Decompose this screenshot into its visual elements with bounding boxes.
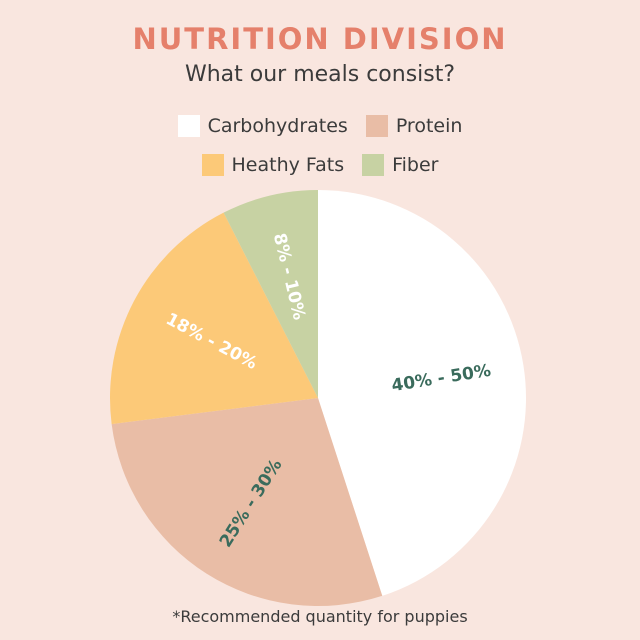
legend-swatch-carbohydrates xyxy=(177,115,200,137)
legend-label-protein: Protein xyxy=(395,115,463,137)
legend-item-fiber: Fiber xyxy=(362,154,438,176)
legend-swatch-healthy-fats xyxy=(201,154,224,176)
footnote: *Recommended quantity for puppies xyxy=(172,607,468,626)
pie-slice-protein xyxy=(111,398,383,606)
legend-label-fiber: Fiber xyxy=(392,154,439,176)
legend-row-2: Heathy Fats Fiber xyxy=(0,154,640,176)
legend-swatch-protein xyxy=(365,115,388,137)
chart-subtitle: What our meals consist? xyxy=(184,62,456,87)
legend-row-1: Carbohydrates Protein xyxy=(0,115,640,137)
legend-swatch-fiber xyxy=(362,154,385,176)
legend-item-protein: Protein xyxy=(365,115,463,137)
pie-slice-healthy-fats xyxy=(110,212,318,425)
pie-slice-carbohydrates xyxy=(318,190,527,596)
chart-title: NUTRITION DIVISION xyxy=(132,22,508,56)
legend-item-healthy-fats: Heathy Fats xyxy=(201,154,345,176)
legend-label-healthy-fats: Heathy Fats xyxy=(231,154,345,176)
pie-slice-fiber xyxy=(223,190,318,398)
legend-item-carbohydrates: Carbohydrates xyxy=(177,115,348,137)
legend-label-carbohydrates: Carbohydrates xyxy=(207,115,348,137)
